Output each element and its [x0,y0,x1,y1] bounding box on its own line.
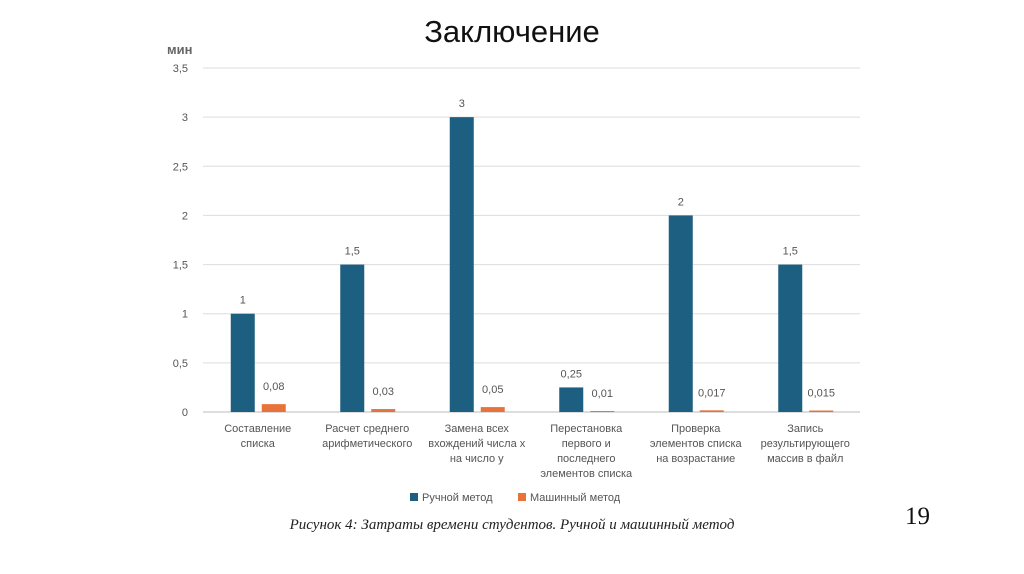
bar-machine [809,410,834,412]
y-tick-label: 0,5 [173,358,188,370]
x-tick-label: элементов списка [650,438,743,450]
data-label: 1,5 [345,246,360,258]
data-label: 0,08 [263,381,284,393]
x-tick-label: Проверка [671,423,721,435]
y-tick-label: 0 [182,407,188,419]
bar-manual [230,313,255,412]
bar-machine [480,407,505,412]
x-tick-label: Расчет среднего [325,423,409,435]
data-label: 0,017 [698,387,726,399]
slide-title: Заключение [424,14,600,49]
x-tick-label: списка [241,438,276,450]
x-tick-label: на число y [450,453,504,465]
y-tick-label: 1 [182,309,188,321]
x-tick-label: последнего [557,453,615,465]
data-label: 0,05 [482,384,503,396]
x-tick-label: Замена всех [445,423,510,435]
y-tick-label: 2,5 [173,161,188,173]
figure-caption: Рисунок 4: Затраты времени студентов. Ру… [289,517,735,533]
data-label: 0,03 [373,386,394,398]
data-label: 0,01 [592,388,613,400]
legend-swatch [410,493,418,501]
page-number: 19 [905,503,930,530]
bar-machine [371,409,396,412]
x-tick-label: элементов списка [540,468,633,480]
bar-machine [590,411,615,413]
data-label: 0,015 [807,388,835,400]
x-tick-label: результирующего [761,438,850,450]
bar-manual [668,215,693,412]
bar-manual [340,264,365,412]
x-tick-label: первого и [562,438,611,450]
x-tick-label: Перестановка [550,423,623,435]
y-tick-label: 3,5 [173,63,188,75]
legend-label: Машинный метод [530,492,621,504]
legend-label: Ручной метод [422,492,493,504]
x-tick-label: арифметического [322,438,412,450]
x-tick-label: на возрастание [656,453,735,465]
x-tick-label: вхождений числа x [428,438,525,450]
data-label: 0,25 [561,368,582,380]
bar-manual [449,117,474,413]
y-tick-label: 2 [182,210,188,222]
legend-swatch [518,493,526,501]
bar-machine [261,404,286,412]
data-label: 1,5 [783,246,798,258]
data-label: 3 [459,98,465,110]
bar-chart: мин 0 0,5 1 1,5 2 2,5 3 3,5 1 0,08 Составление списк… [167,42,860,504]
x-tick-label: массив в файл [767,453,843,465]
data-label: 2 [678,196,684,208]
x-tick-label: Запись [787,423,823,435]
bar-machine [699,410,724,412]
y-tick-label: 3 [182,112,188,124]
y-axis-label: мин [167,42,192,57]
x-tick-label: Составление [224,423,291,435]
y-tick-label: 1,5 [173,260,188,272]
data-label: 1 [240,295,246,307]
bar-manual [778,264,803,412]
bar-manual [559,387,584,412]
